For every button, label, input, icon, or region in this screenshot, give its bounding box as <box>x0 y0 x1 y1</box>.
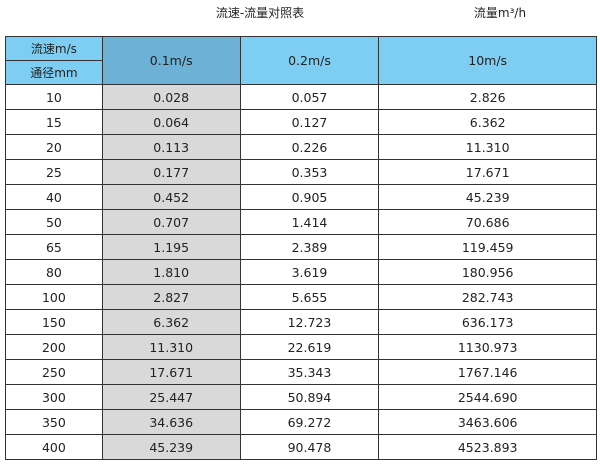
diameter-cell: 25 <box>5 159 103 185</box>
diameter-cell: 200 <box>5 334 103 360</box>
table-row: 10 0.028 0.057 2.826 <box>5 84 597 110</box>
diameter-label: 通径mm <box>5 60 103 85</box>
flow-cell: 282.743 <box>378 284 597 310</box>
flow-cell: 12.723 <box>239 309 380 335</box>
diameter-cell: 350 <box>5 409 103 435</box>
flow-cell: 0.707 <box>101 209 241 235</box>
flow-velocity-table: 流速m/s 0.1m/s 0.2m/s 10m/s 通径mm 10 0.028 0.… <box>5 36 597 460</box>
column-header: 10m/s <box>378 36 597 85</box>
flow-cell: 0.226 <box>239 134 380 160</box>
column-header: 0.1m/s <box>101 36 241 85</box>
table-row: 300 25.447 50.894 2544.690 <box>5 384 597 410</box>
header-row: 通径mm <box>5 60 597 85</box>
table-row: 40 0.452 0.905 45.239 <box>5 184 597 210</box>
flow-cell: 0.028 <box>101 84 241 110</box>
table-row: 200 11.310 22.619 1130.973 <box>5 334 597 360</box>
table-row: 25 0.177 0.353 17.671 <box>5 159 597 185</box>
flow-cell: 45.239 <box>101 434 241 460</box>
flow-cell: 2544.690 <box>378 384 597 410</box>
flow-cell: 2.826 <box>378 84 597 110</box>
flow-cell: 0.064 <box>101 109 241 135</box>
diameter-cell: 300 <box>5 384 103 410</box>
flow-cell: 0.127 <box>239 109 380 135</box>
diameter-cell: 400 <box>5 434 103 460</box>
flow-cell: 0.113 <box>101 134 241 160</box>
flow-cell: 11.310 <box>101 334 241 360</box>
flow-cell: 6.362 <box>101 309 241 335</box>
table-row: 100 2.827 5.655 282.743 <box>5 284 597 310</box>
table-row: 20 0.113 0.226 11.310 <box>5 134 597 160</box>
flow-cell: 2.827 <box>101 284 241 310</box>
diameter-cell: 10 <box>5 84 103 110</box>
flow-cell: 119.459 <box>378 234 597 260</box>
flow-cell: 70.686 <box>378 209 597 235</box>
flow-cell: 2.389 <box>239 234 380 260</box>
flow-cell: 0.353 <box>239 159 380 185</box>
diameter-cell: 40 <box>5 184 103 210</box>
table-row: 400 45.239 90.478 4523.893 <box>5 434 597 460</box>
flow-cell: 17.671 <box>101 359 241 385</box>
flow-cell: 4523.893 <box>378 434 597 460</box>
flow-cell: 1.195 <box>101 234 241 260</box>
flow-cell: 1130.973 <box>378 334 597 360</box>
table-row: 250 17.671 35.343 1767.146 <box>5 359 597 385</box>
flow-cell: 22.619 <box>239 334 380 360</box>
flow-cell: 6.362 <box>378 109 597 135</box>
flow-cell: 1767.146 <box>378 359 597 385</box>
table-row: 350 34.636 69.272 3463.606 <box>5 409 597 435</box>
unit-label: 流量m³/h <box>473 6 527 20</box>
flow-cell: 636.173 <box>378 309 597 335</box>
diameter-cell: 20 <box>5 134 103 160</box>
flow-cell: 5.655 <box>239 284 380 310</box>
flow-cell: 69.272 <box>239 409 380 435</box>
flow-cell: 0.452 <box>101 184 241 210</box>
flow-cell: 45.239 <box>378 184 597 210</box>
table-title: 流速-流量对照表 <box>215 6 305 20</box>
flow-cell: 1.414 <box>239 209 380 235</box>
diameter-cell: 65 <box>5 234 103 260</box>
diameter-cell: 50 <box>5 209 103 235</box>
diameter-cell: 250 <box>5 359 103 385</box>
flow-cell: 11.310 <box>378 134 597 160</box>
diameter-cell: 100 <box>5 284 103 310</box>
flow-cell: 35.343 <box>239 359 380 385</box>
flow-cell: 0.905 <box>239 184 380 210</box>
flow-cell: 90.478 <box>239 434 380 460</box>
header-row: 流速m/s 0.1m/s 0.2m/s 10m/s <box>5 36 597 85</box>
diameter-cell: 150 <box>5 309 103 335</box>
diameter-cell: 15 <box>5 109 103 135</box>
flow-cell: 17.671 <box>378 159 597 185</box>
table-row: 80 1.810 3.619 180.956 <box>5 259 597 285</box>
flow-cell: 3.619 <box>239 259 380 285</box>
flow-cell: 0.057 <box>239 84 380 110</box>
flow-cell: 0.177 <box>101 159 241 185</box>
flow-cell: 180.956 <box>378 259 597 285</box>
flow-cell: 3463.606 <box>378 409 597 435</box>
flow-cell: 1.810 <box>101 259 241 285</box>
flow-cell: 25.447 <box>101 384 241 410</box>
velocity-label: 流速m/s <box>5 36 103 61</box>
table-row: 150 6.362 12.723 636.173 <box>5 309 597 335</box>
table-row: 50 0.707 1.414 70.686 <box>5 209 597 235</box>
table-row: 15 0.064 0.127 6.362 <box>5 109 597 135</box>
table-row: 65 1.195 2.389 119.459 <box>5 234 597 260</box>
column-header: 0.2m/s <box>239 36 380 85</box>
diameter-cell: 80 <box>5 259 103 285</box>
flow-cell: 34.636 <box>101 409 241 435</box>
flow-cell: 50.894 <box>239 384 380 410</box>
